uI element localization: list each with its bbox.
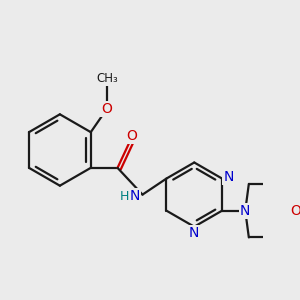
Text: N: N [189, 226, 200, 240]
Text: CH₃: CH₃ [96, 72, 118, 85]
Text: N: N [130, 189, 140, 203]
Text: O: O [290, 204, 300, 218]
Text: N: N [223, 170, 234, 184]
Text: H: H [119, 190, 129, 203]
Text: O: O [126, 129, 137, 143]
Text: O: O [101, 102, 112, 116]
Text: N: N [240, 204, 250, 218]
